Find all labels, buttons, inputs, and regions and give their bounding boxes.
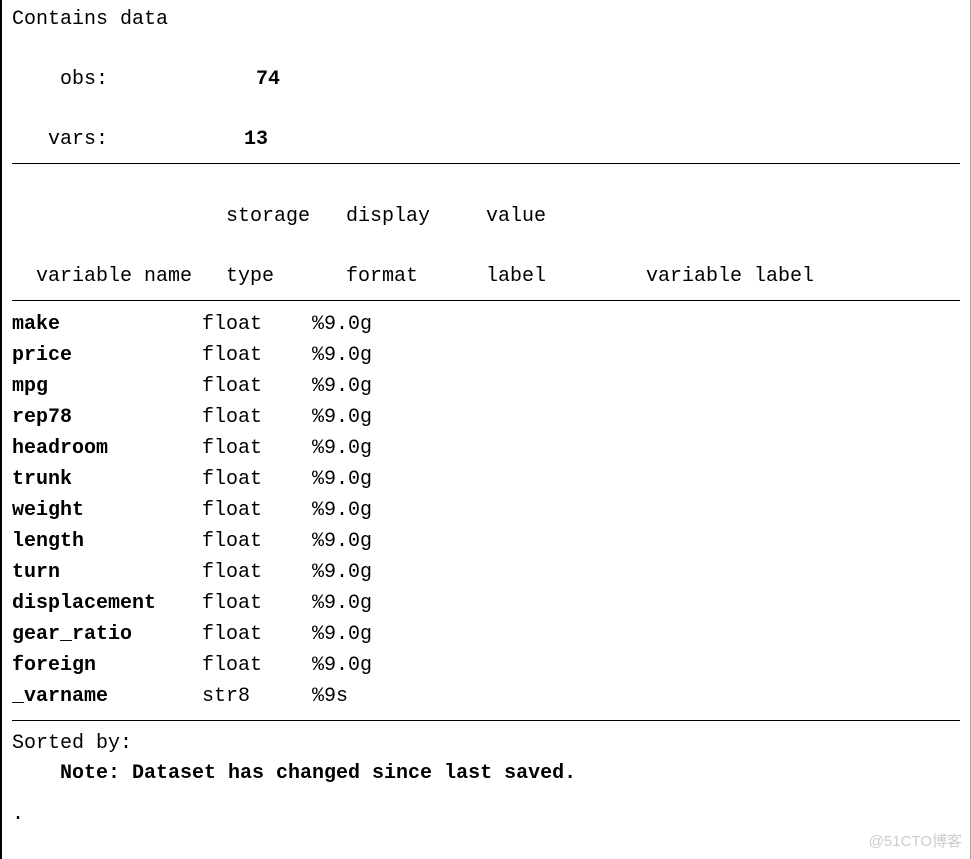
mid-rule-1	[12, 300, 960, 301]
mid-rule-2	[12, 720, 960, 721]
var-format: %9.0g	[312, 495, 432, 526]
var-format: %9.0g	[312, 650, 432, 681]
var-name: make	[12, 309, 202, 340]
var-name: turn	[12, 557, 202, 588]
var-name: headroom	[12, 433, 202, 464]
table-row: weightfloat%9.0g	[12, 495, 960, 526]
table-row: rep78float%9.0g	[12, 402, 960, 433]
var-format: %9.0g	[312, 433, 432, 464]
table-row: mpgfloat%9.0g	[12, 371, 960, 402]
table-header-line1: storagedisplayvalue	[12, 172, 960, 232]
stata-prompt[interactable]: .	[12, 803, 960, 827]
col-format-header: format	[346, 262, 486, 292]
table-row: turnfloat%9.0g	[12, 557, 960, 588]
contains-data-line: Contains data	[12, 5, 960, 35]
var-type: float	[202, 433, 312, 464]
table-row: lengthfloat%9.0g	[12, 526, 960, 557]
table-row: displacementfloat%9.0g	[12, 588, 960, 619]
var-type: float	[202, 526, 312, 557]
var-name: trunk	[12, 464, 202, 495]
vars-line: vars:13	[12, 95, 960, 155]
var-format: %9.0g	[312, 588, 432, 619]
sorted-by-line: Sorted by:	[12, 729, 960, 759]
vars-value: 13	[108, 125, 268, 155]
var-type: float	[202, 340, 312, 371]
var-type: float	[202, 557, 312, 588]
obs-value: 74	[120, 65, 280, 95]
var-type: float	[202, 495, 312, 526]
table-row: foreignfloat%9.0g	[12, 650, 960, 681]
table-row: trunkfloat%9.0g	[12, 464, 960, 495]
obs-line: obs:74	[12, 35, 960, 95]
col-type-header: type	[226, 262, 346, 292]
col-value-header: value	[486, 202, 646, 232]
var-type: float	[202, 402, 312, 433]
var-name: rep78	[12, 402, 202, 433]
note-line: Note: Dataset has changed since last sav…	[12, 759, 960, 789]
table-row: gear_ratiofloat%9.0g	[12, 619, 960, 650]
var-format: %9.0g	[312, 309, 432, 340]
var-format: %9.0g	[312, 402, 432, 433]
var-name: length	[12, 526, 202, 557]
var-type: float	[202, 371, 312, 402]
col-storage-header: storage	[226, 202, 346, 232]
var-format: %9.0g	[312, 619, 432, 650]
var-name: _varname	[12, 681, 202, 712]
col-name-header: variable name	[36, 262, 226, 292]
vars-label: vars:	[48, 125, 108, 155]
table-row: _varnamestr8%9s	[12, 681, 960, 712]
var-type: float	[202, 650, 312, 681]
var-format: %9.0g	[312, 371, 432, 402]
obs-label: obs:	[60, 65, 120, 95]
var-name: gear_ratio	[12, 619, 202, 650]
var-name: weight	[12, 495, 202, 526]
var-name: mpg	[12, 371, 202, 402]
table-row: pricefloat%9.0g	[12, 340, 960, 371]
footer-block: Sorted by: Note: Dataset has changed sin…	[12, 729, 960, 789]
var-format: %9.0g	[312, 526, 432, 557]
table-row: makefloat%9.0g	[12, 309, 960, 340]
col-vallabel-header: label	[486, 262, 646, 292]
header-rule	[12, 163, 960, 164]
variable-rows-container: makefloat%9.0gpricefloat%9.0gmpgfloat%9.…	[12, 309, 960, 712]
var-name: foreign	[12, 650, 202, 681]
var-type: float	[202, 619, 312, 650]
var-type: str8	[202, 681, 312, 712]
col-varlabel-header: variable label	[646, 262, 814, 292]
table-header-line2: variable nametypeformatlabelvariable lab…	[12, 232, 960, 292]
table-row: headroomfloat%9.0g	[12, 433, 960, 464]
var-type: float	[202, 309, 312, 340]
var-format: %9s	[312, 681, 432, 712]
var-format: %9.0g	[312, 340, 432, 371]
var-format: %9.0g	[312, 557, 432, 588]
var-name: price	[12, 340, 202, 371]
col-display-header: display	[346, 202, 486, 232]
var-name: displacement	[12, 588, 202, 619]
var-type: float	[202, 588, 312, 619]
watermark: @51CTO博客	[869, 831, 962, 854]
var-type: float	[202, 464, 312, 495]
var-format: %9.0g	[312, 464, 432, 495]
